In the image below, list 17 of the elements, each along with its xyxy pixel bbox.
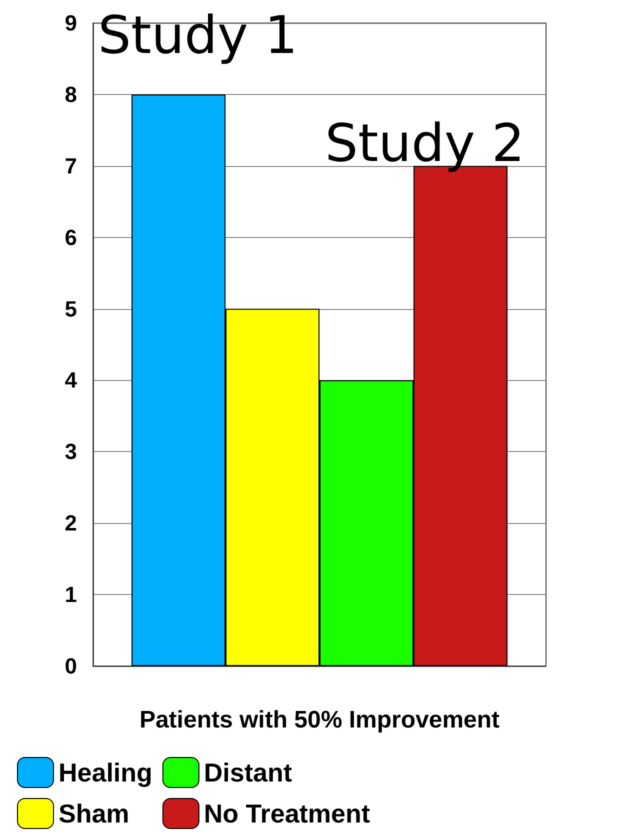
y-tick-label: 6 — [64, 224, 77, 250]
y-tick-label: 7 — [64, 153, 77, 178]
annotation: Study 2 — [325, 114, 525, 174]
x-axis-title: Patients with 50% Improvement — [139, 706, 500, 734]
legend-label: Distant — [204, 758, 292, 788]
legend-label: Sham — [58, 798, 130, 828]
y-tick-label: 5 — [64, 296, 77, 322]
annotation: Study 1 — [98, 6, 298, 66]
y-tick-label: 9 — [64, 10, 77, 36]
legend-label: No Treatment — [204, 798, 370, 828]
y-tick-label: 0 — [64, 654, 77, 678]
y-tick-label: 3 — [64, 439, 77, 464]
y-tick-label: 4 — [64, 368, 78, 393]
y-tick-label: 8 — [64, 82, 77, 107]
y-tick-label: 1 — [64, 582, 77, 608]
legend-label: Healing — [58, 758, 152, 788]
y-tick-label: 2 — [64, 510, 77, 536]
